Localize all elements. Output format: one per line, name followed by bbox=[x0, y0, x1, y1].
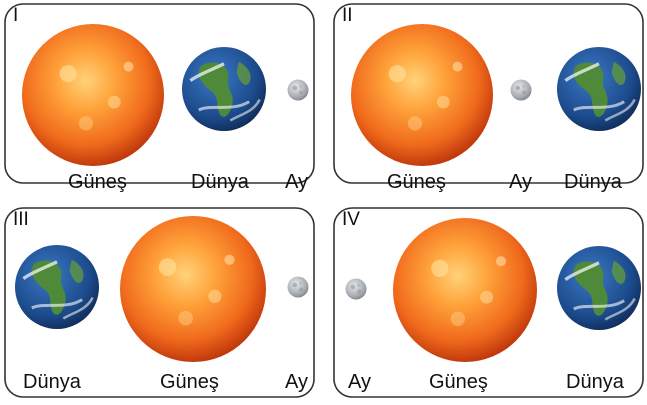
earth-image bbox=[181, 46, 267, 132]
label-moon: Ay bbox=[285, 371, 308, 393]
label-sun: Güneş bbox=[68, 171, 127, 193]
panel-number: I bbox=[13, 5, 19, 26]
label-sun: Güneş bbox=[429, 371, 488, 393]
panel-4: IV Ay Güneş Dünya bbox=[332, 207, 645, 400]
label-sun: Güneş bbox=[160, 371, 219, 393]
label-moon: Ay bbox=[285, 171, 308, 193]
sun-image bbox=[393, 218, 537, 362]
sun-image bbox=[22, 24, 164, 166]
label-earth: Dünya bbox=[564, 171, 622, 193]
moon-image bbox=[345, 278, 367, 300]
panel-3: III Dünya Güneş Ay bbox=[3, 207, 316, 400]
moon-image bbox=[510, 79, 532, 101]
panel-number: IV bbox=[342, 209, 360, 230]
label-moon: Ay bbox=[509, 171, 532, 193]
earth-image bbox=[556, 46, 642, 132]
label-earth: Dünya bbox=[23, 371, 81, 393]
label-sun: Güneş bbox=[387, 171, 446, 193]
sun-image bbox=[120, 216, 266, 362]
moon-image bbox=[287, 79, 309, 101]
earth-image bbox=[556, 245, 642, 331]
panel-1: I Güneş Dünya Ay bbox=[3, 3, 316, 196]
earth-image bbox=[14, 244, 100, 330]
panel-number: II bbox=[342, 5, 353, 26]
moon-image bbox=[287, 276, 309, 298]
panel-2: II Güneş Ay Dünya bbox=[332, 3, 645, 196]
label-moon: Ay bbox=[348, 371, 371, 393]
label-earth: Dünya bbox=[566, 371, 624, 393]
label-earth: Dünya bbox=[191, 171, 249, 193]
panel-number: III bbox=[13, 209, 29, 230]
sun-image bbox=[351, 24, 493, 166]
